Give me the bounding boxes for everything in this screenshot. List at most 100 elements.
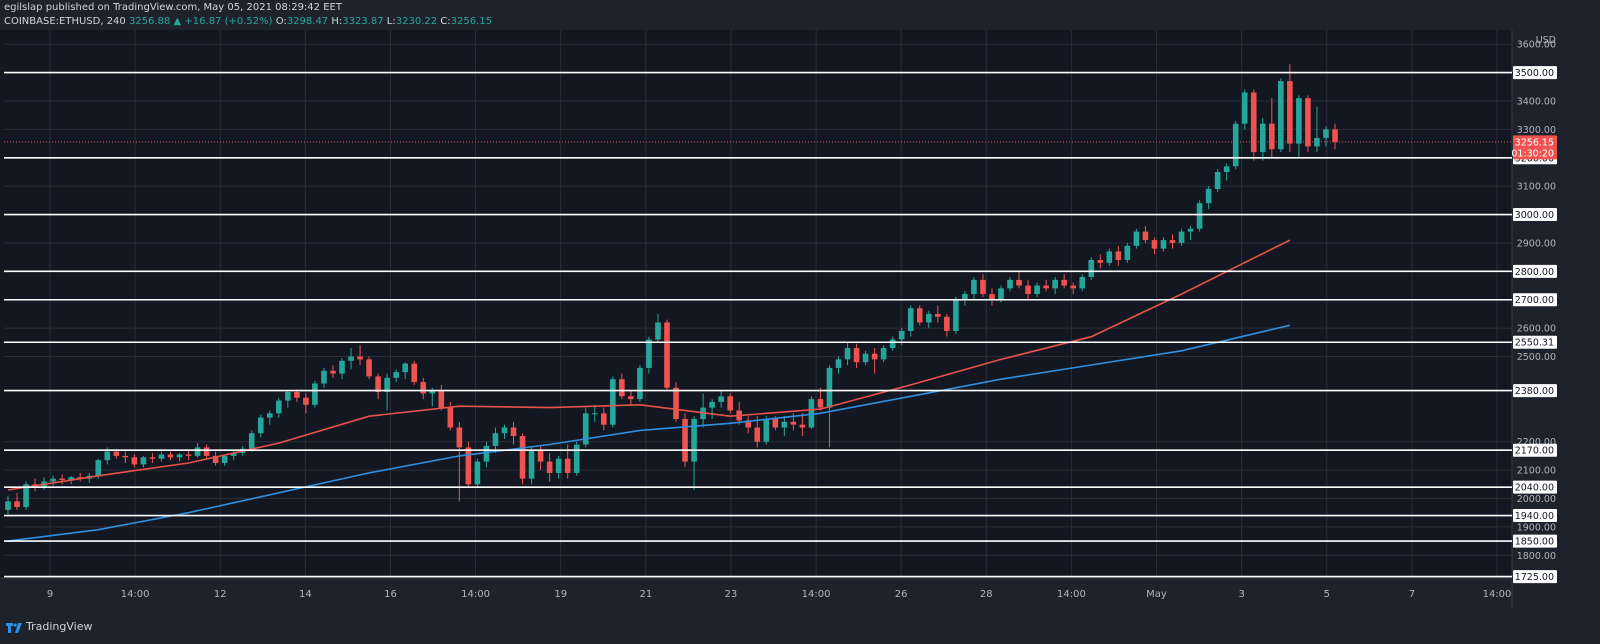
candle-down (330, 370, 336, 374)
candle-up (230, 453, 237, 456)
candle-down (456, 427, 463, 448)
candle-up (898, 330, 905, 340)
candle-up (348, 356, 354, 361)
high-label: H: (331, 16, 343, 27)
candle-up (844, 348, 851, 360)
x-tick-label: 5 (1324, 589, 1330, 600)
candle-down (673, 387, 679, 419)
high-value: 3323.87 (342, 16, 384, 27)
time-axis-panel (0, 578, 1512, 608)
brand-logo[interactable]: TradingView (6, 620, 92, 633)
chart-footer: TradingView (0, 608, 1600, 644)
candle-down (853, 348, 860, 363)
candle-down (664, 322, 670, 388)
low-value: 3230.22 (395, 16, 438, 27)
y-tick-label: 3100.00 (1517, 182, 1556, 193)
candle-up (591, 413, 598, 415)
candle-up (1278, 81, 1284, 150)
x-tick-label: 14:00 (121, 589, 150, 600)
level-label-box (1513, 570, 1557, 584)
close-label: C: (440, 16, 451, 27)
candle-down (14, 501, 20, 508)
level-label: 2380.00 (1515, 386, 1554, 397)
candle-up (835, 359, 842, 368)
candle-up (691, 418, 697, 462)
candle-up (1259, 123, 1266, 153)
level-label: 1725.00 (1515, 572, 1554, 583)
x-tick-label: 28 (980, 589, 993, 600)
candle-up (339, 360, 345, 374)
candle-up (1232, 123, 1239, 167)
candle-down (916, 308, 923, 323)
y-tick-label: 3300.00 (1517, 125, 1556, 136)
candle-up (1133, 231, 1140, 246)
candle-up (483, 445, 490, 462)
y-tick-label: 1800.00 (1517, 551, 1556, 562)
x-tick-label: 14:00 (1057, 589, 1086, 600)
candle-up (1323, 129, 1329, 138)
publish-info: egilslap published on TradingView.com, M… (4, 2, 342, 13)
candle-up (429, 390, 436, 394)
current-price-box (1513, 135, 1557, 160)
x-tick-label: 14:00 (802, 589, 831, 600)
candle-up (1106, 251, 1113, 263)
candle-down (465, 447, 472, 485)
candle-up (907, 308, 914, 331)
candle-up (393, 372, 399, 378)
candle-up (140, 457, 147, 465)
level-label: 2800.00 (1515, 267, 1554, 278)
x-tick-label: 12 (214, 589, 227, 600)
candle-up (1187, 228, 1194, 232)
candle-down (745, 420, 752, 428)
candle-down (682, 418, 688, 462)
candle-up (402, 363, 408, 373)
candle-down (1332, 129, 1338, 142)
low-label: L: (386, 16, 396, 27)
candle-down (366, 359, 372, 377)
candle-down (303, 397, 309, 405)
level-label-box (1513, 208, 1557, 222)
candle-up (221, 455, 228, 464)
candle-down (212, 455, 219, 464)
candle-up (68, 477, 74, 481)
x-tick-label: 7 (1409, 589, 1415, 600)
candle-up (1034, 285, 1040, 295)
level-label: 2700.00 (1515, 295, 1554, 306)
x-tick-label: 14:00 (1483, 589, 1512, 600)
candle-up (1052, 279, 1058, 289)
candle-down (1061, 279, 1067, 286)
level-label: 1940.00 (1515, 511, 1554, 522)
chart-header: egilslap published on TradingView.com, M… (0, 0, 1600, 30)
candle-down (1142, 231, 1149, 241)
y-tick-label: 1900.00 (1517, 522, 1556, 533)
x-tick-label: 14:00 (461, 589, 490, 600)
candle-up (1160, 240, 1167, 249)
candle-up (95, 460, 102, 476)
candle-down (411, 363, 418, 383)
candle-up (257, 417, 264, 434)
price-chart[interactable]: 9 14:00 12 14 16 14:00 19 21 23 14:00 26 28 14:00 May… (0, 30, 1600, 608)
level-label: 2170.00 (1515, 446, 1554, 457)
candle-up (492, 433, 499, 446)
moving-average-red (7, 239, 1291, 491)
candle-up (718, 396, 724, 402)
candle-down (1269, 123, 1275, 150)
candle-down (537, 450, 544, 462)
candle-down (817, 399, 824, 408)
candle-down (944, 316, 950, 331)
candle-up (655, 322, 661, 340)
brand-name: TradingView (26, 620, 93, 633)
candle-down (294, 392, 300, 398)
current-price-label: 3256.15 (1515, 137, 1554, 148)
symbol-ohlc-line: COINBASE:ETHUSD, 240 3256.88 ▲ +16.87 (+… (4, 16, 492, 27)
candle-up (781, 421, 788, 428)
candle-down (546, 461, 553, 473)
candle-down (375, 376, 381, 393)
level-label: 3500.00 (1515, 68, 1554, 79)
candle-up (763, 418, 770, 442)
candle-up (23, 484, 29, 508)
candle-up (1007, 279, 1013, 289)
candle-up (321, 370, 327, 384)
x-tick-label: 16 (384, 589, 397, 600)
candle-up (826, 367, 833, 408)
